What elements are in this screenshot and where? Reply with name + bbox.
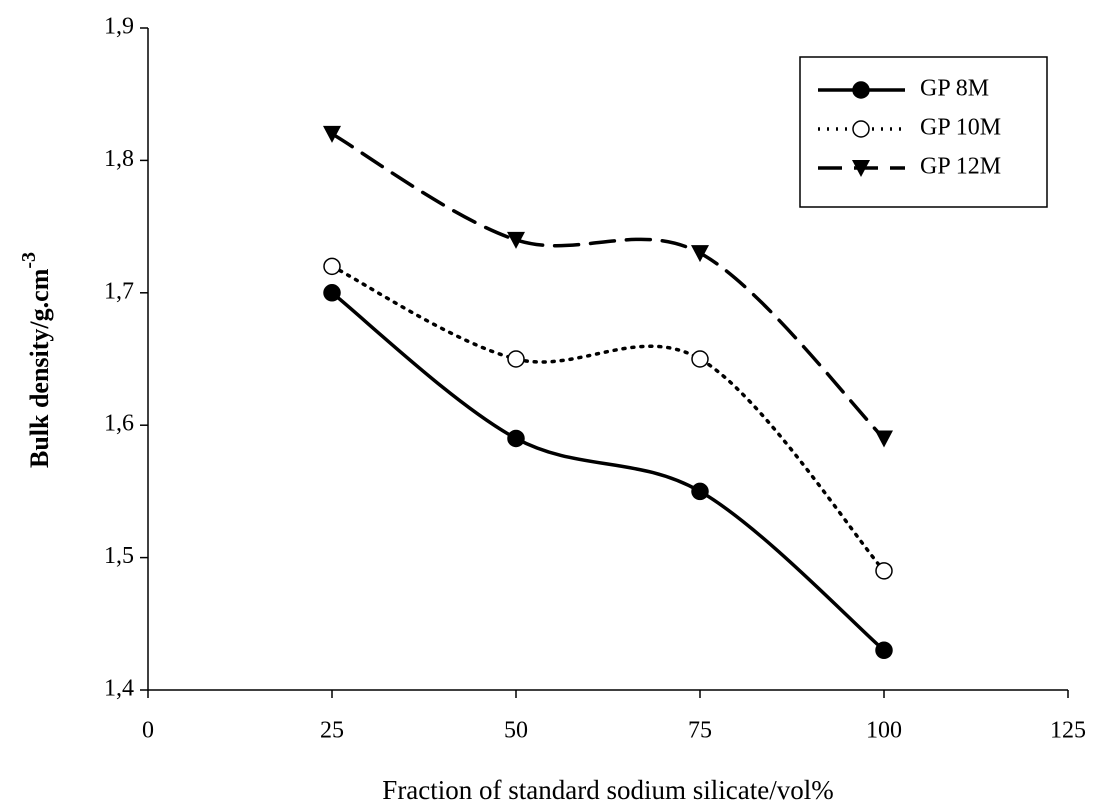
- data-point: [875, 562, 893, 580]
- y-axis-label-sup: -3: [18, 252, 40, 269]
- x-tick-label: 75: [688, 718, 712, 744]
- y-axis-label: Bulk density/g.cm-3: [18, 252, 54, 468]
- x-tick-label: 125: [1050, 718, 1086, 744]
- data-point: [507, 350, 525, 368]
- x-tick-label: 50: [504, 718, 528, 744]
- legend-box: [799, 56, 1048, 208]
- data-point: [507, 429, 525, 448]
- x-axis-label: Fraction of standard sodium silicate/vol…: [382, 775, 833, 805]
- y-tick-label: 1,9: [104, 14, 134, 40]
- y-tick-label: 1,8: [104, 146, 134, 172]
- y-tick-label: 1,4: [104, 676, 134, 702]
- data-point: [507, 231, 525, 249]
- data-point: [691, 350, 709, 368]
- y-tick-label: 1,6: [104, 411, 134, 437]
- series-line: [330, 132, 886, 441]
- data-point: [875, 641, 893, 660]
- data-point: [691, 482, 709, 501]
- legend-marker: [852, 120, 870, 138]
- legend-marker: [852, 160, 870, 177]
- y-axis-label-main: Bulk density/g.cm: [25, 268, 54, 468]
- series-line: [330, 264, 886, 573]
- legend-label: GP 10M: [920, 115, 1001, 141]
- data-point: [323, 257, 341, 276]
- data-point: [323, 125, 341, 143]
- x-tick-label: 25: [320, 718, 344, 744]
- legend-label: GP 8M: [920, 76, 989, 102]
- legend-label: GP 12M: [920, 154, 1001, 180]
- series-line: [330, 291, 886, 653]
- data-point: [875, 430, 893, 448]
- data-point: [691, 245, 709, 263]
- data-point: [323, 284, 341, 302]
- legend-marker: [852, 81, 870, 99]
- x-tick-label: 100: [866, 718, 902, 744]
- y-tick-label: 1,7: [104, 278, 134, 304]
- y-tick-label: 1,5: [104, 543, 134, 569]
- x-tick-label: 0: [142, 718, 154, 744]
